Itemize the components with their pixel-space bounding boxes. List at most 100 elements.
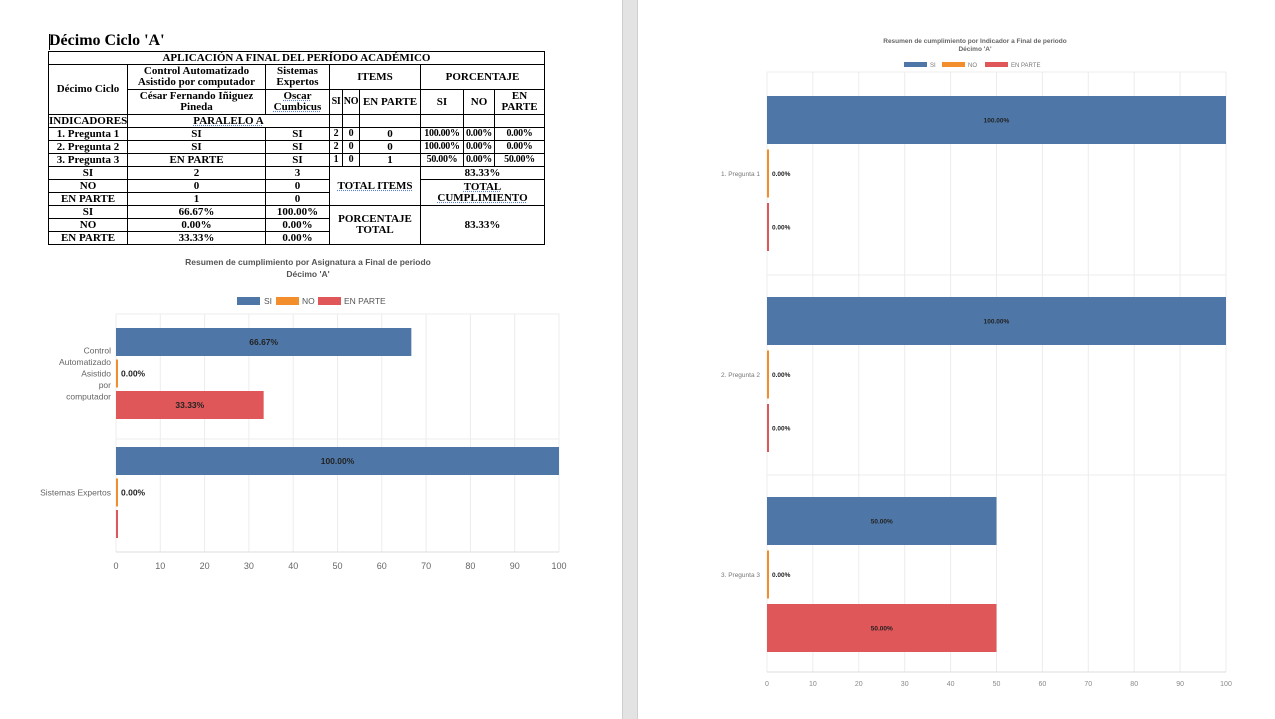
pct-enparte: 50.00% — [494, 153, 545, 167]
bar-si — [767, 96, 1226, 144]
chart-by-indicator: Resumen de cumplimiento por Indicador a … — [721, 38, 1232, 688]
table-row: 2. Pregunta 2 SI SI 2 0 0 100.00% 0.00% … — [48, 140, 545, 154]
x-tick-label: 20 — [200, 561, 210, 571]
pct-si: 100.00% — [420, 140, 464, 154]
count-subject-1: 0 — [127, 179, 266, 193]
header-items-enparte: EN PARTE — [359, 89, 421, 115]
header-ciclo: Décimo Ciclo — [48, 64, 128, 115]
chart-by-subject: Resumen de cumplimiento por Asignatura a… — [40, 257, 566, 571]
count-subject-1: 1 — [127, 192, 266, 206]
x-tick-label: 60 — [377, 561, 387, 571]
header-indicadores: INDICADORES — [48, 114, 128, 128]
header-paralelo: PARALELO A — [127, 114, 330, 128]
category-label: computador — [66, 391, 111, 401]
percent-subject-1: 33.33% — [127, 231, 266, 245]
data-label: 33.33% — [175, 400, 204, 410]
x-tick-label: 60 — [1039, 681, 1047, 688]
category-label: Control — [84, 346, 112, 356]
x-tick-label: 100 — [551, 561, 566, 571]
text-cursor — [49, 34, 50, 50]
answer-subject-1: SI — [127, 127, 266, 141]
table-banner: APLICACIÓN A FINAL DEL PERÍODO ACADÉMICO — [48, 51, 545, 65]
x-tick-label: 0 — [113, 561, 118, 571]
bar-enparte — [116, 391, 264, 419]
header-items-no: NO — [342, 89, 360, 115]
bar-no — [116, 359, 118, 388]
legend-swatch-enparte — [318, 297, 341, 305]
table-row: Décimo Ciclo Control Automatizado Asisti… — [48, 64, 545, 115]
document-page-right: Resumen de cumplimiento por Indicador a … — [638, 0, 1275, 719]
data-label: 100.00% — [984, 117, 1010, 124]
question-label: 2. Pregunta 2 — [48, 140, 128, 154]
bar-no — [116, 478, 118, 507]
legend-swatch-no — [276, 297, 299, 305]
percent-subject-1: 0.00% — [127, 218, 266, 232]
porcentaje-total-label: PORCENTAJE TOTAL — [329, 205, 421, 245]
bar-si — [767, 297, 1226, 345]
chart-legend: SI NO EN PARTE — [237, 296, 386, 306]
x-tick-label: 10 — [155, 561, 165, 571]
total-items-label: TOTAL ITEMS — [329, 166, 421, 206]
data-label: 0.00% — [772, 171, 791, 178]
data-label: 50.00% — [871, 625, 893, 632]
pct-enparte: 0.00% — [494, 140, 545, 154]
table-row: César Fernando Iñiguez Pineda Oscar Cumb… — [49, 89, 545, 115]
bar-no — [767, 550, 769, 599]
bar-enparte — [767, 404, 769, 452]
total-cumplimiento-label: TOTAL CUMPLIMIENTO — [420, 179, 545, 206]
question-label: 1. Pregunta 1 — [48, 127, 128, 141]
data-label: 0.00% — [772, 224, 791, 231]
items-no: 0 — [342, 140, 360, 154]
data-label: 0.00% — [121, 487, 146, 497]
data-label: 0.00% — [772, 572, 791, 579]
percent-subject-2: 100.00% — [265, 205, 330, 219]
count-subject-1: 2 — [127, 166, 266, 180]
x-tick-label: 100 — [1220, 681, 1232, 688]
table-row: APLICACIÓN A FINAL DEL PERÍODO ACADÉMICO — [48, 51, 545, 65]
pct-enparte: 0.00% — [494, 127, 545, 141]
percent-subject-2: 0.00% — [265, 218, 330, 232]
answer-subject-2: SI — [265, 153, 330, 167]
data-label: 0.00% — [772, 425, 791, 432]
answer-subject-1: EN PARTE — [127, 153, 266, 167]
answer-subject-1: SI — [127, 140, 266, 154]
data-label: 100.00% — [321, 456, 355, 466]
data-label: 0.00% — [772, 372, 791, 379]
legend-label-si: SI — [264, 296, 272, 306]
items-enparte: 0 — [359, 127, 421, 141]
header-subject-2: Sistemas Expertos — [265, 64, 330, 90]
bar-si — [767, 497, 997, 545]
header-items: ITEMS — [329, 64, 421, 90]
chart-subtitle: Décimo 'A' — [286, 269, 329, 279]
data-label: 100.00% — [984, 318, 1010, 325]
x-tick-label: 20 — [855, 681, 863, 688]
document-title: Décimo Ciclo 'A' — [49, 32, 165, 49]
items-si: 1 — [329, 153, 343, 167]
category-label: 2. Pregunta 2 — [721, 372, 760, 379]
legend-swatch-no — [942, 62, 965, 67]
pct-no: 0.00% — [463, 153, 495, 167]
legend-label-no: NO — [968, 63, 977, 69]
header-items-si: SI — [329, 89, 343, 115]
category-label: Sistemas Expertos — [40, 487, 111, 497]
percent-subject-2: 0.00% — [265, 231, 330, 245]
pct-no: 0.00% — [463, 127, 495, 141]
legend-swatch-si — [904, 62, 927, 67]
count-label: SI — [48, 166, 128, 180]
table-row: 1. Pregunta 1 SI SI 2 0 0 100.00% 0.00% … — [48, 127, 545, 141]
table-row: 3. Pregunta 3 EN PARTE SI 1 0 1 50.00% 0… — [48, 153, 545, 167]
category-label: 1. Pregunta 1 — [721, 171, 760, 178]
category-label: Automatizado — [59, 357, 111, 367]
category-label: Asistido — [81, 368, 111, 378]
bar-si — [116, 328, 412, 356]
x-tick-label: 30 — [244, 561, 254, 571]
category-label: 3. Pregunta 3 — [721, 572, 760, 579]
x-tick-label: 80 — [465, 561, 475, 571]
count-label: EN PARTE — [48, 192, 128, 206]
answer-subject-2: SI — [265, 127, 330, 141]
table-row: INDICADORES PARALELO A — [48, 114, 545, 128]
pct-si: 50.00% — [420, 153, 464, 167]
data-label: 0.00% — [121, 368, 146, 378]
items-enparte: 0 — [359, 140, 421, 154]
table-row: EN PARTE 33.33% 0.00% — [48, 231, 545, 245]
